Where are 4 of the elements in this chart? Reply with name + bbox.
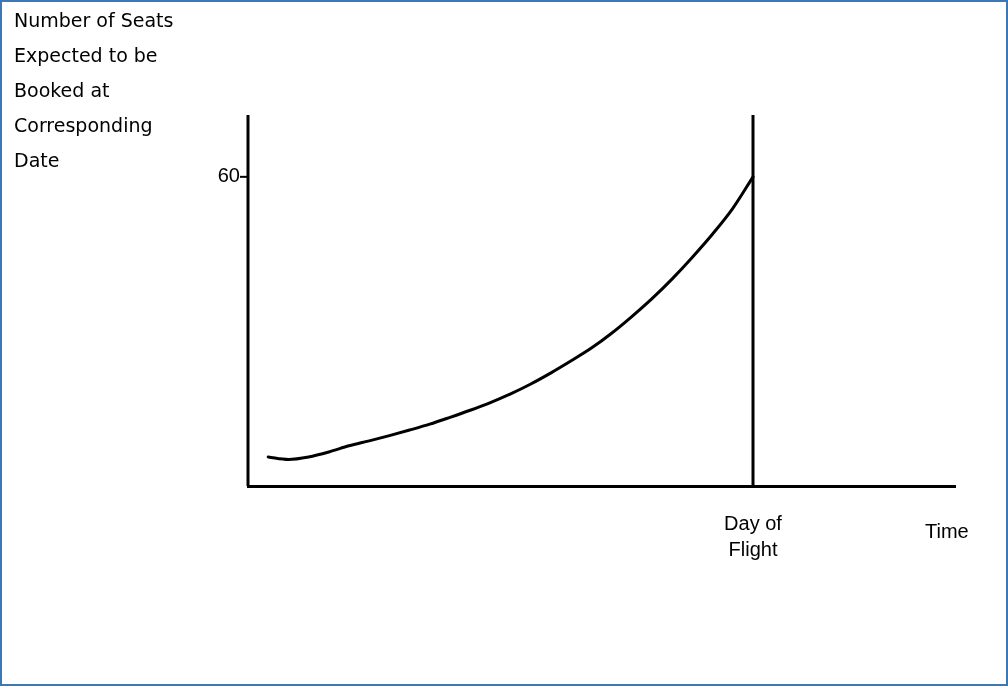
- text: 60: [217, 164, 240, 187]
- x-axis-title: Time: [925, 519, 969, 542]
- text: Day of Flight: [724, 512, 782, 560]
- y-axis-title: Number of Seats Expected to be Booked at Corresponding Date: [14, 8, 175, 173]
